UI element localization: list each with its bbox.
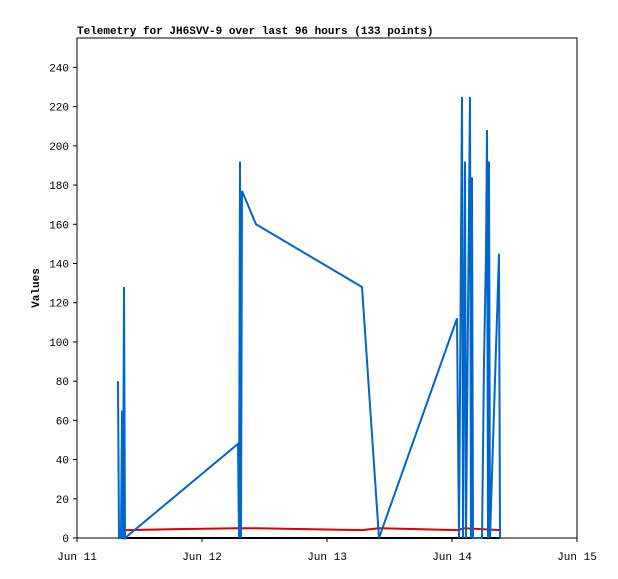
x-tick-label: Jun 15	[557, 552, 597, 564]
x-tick-label: Jun 13	[307, 552, 347, 564]
series-line	[117, 96, 501, 541]
y-tick-label: 20	[56, 495, 69, 507]
y-tick-label: 120	[49, 299, 69, 311]
series-line	[118, 527, 501, 532]
y-tick-label: 180	[49, 181, 69, 193]
y-tick-label: 0	[62, 534, 69, 546]
y-tick-label: 160	[49, 220, 69, 232]
x-tick-label: Jun 14	[432, 552, 472, 564]
plot-frame	[76, 37, 578, 539]
y-axis-label: Values	[31, 268, 43, 308]
y-tick-label: 60	[56, 416, 69, 428]
y-tick-label: 200	[49, 142, 69, 154]
y-tick-label: 220	[49, 103, 69, 115]
y-tick-label: 80	[56, 377, 69, 389]
y-tick-label: 40	[56, 456, 69, 468]
y-tick-label: 100	[49, 338, 69, 350]
x-tick-label: Jun 11	[57, 552, 97, 564]
y-tick-label: 240	[49, 63, 69, 75]
y-tick-label: 140	[49, 259, 69, 271]
x-tick-label: Jun 12	[182, 552, 222, 564]
chart-title: Telemetry for JH6SVV-9 over last 96 hour…	[77, 26, 433, 38]
